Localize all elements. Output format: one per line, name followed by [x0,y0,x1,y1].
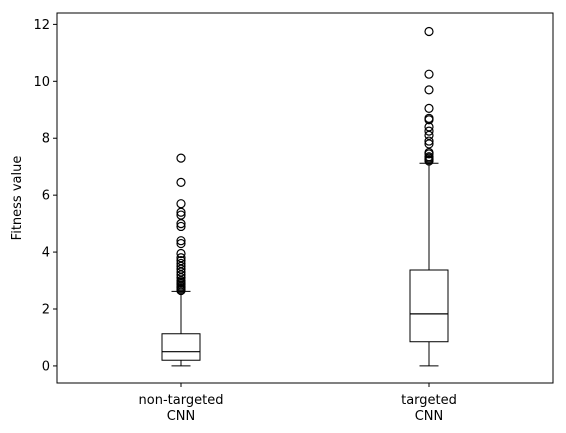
y-axis-title: Fitness value [10,156,25,241]
outlier-point [176,199,186,209]
iqr-box [409,269,449,343]
y-tick-label: 2 [42,303,50,318]
box-1 [161,153,201,367]
y-tick-label: 0 [42,359,50,374]
y-axis: 0 2 4 6 8 10 12 [33,18,57,374]
outlier-point [176,238,186,249]
outlier-point [424,103,434,113]
outlier-point [176,258,186,269]
outlier-point [424,26,434,37]
outlier-point [424,69,434,79]
outlier-point [424,136,434,146]
iqr-box [161,333,201,361]
outlier-point [176,210,186,220]
x-tick-label: CNN [415,409,444,424]
x-tick-label: non-targeted [139,393,224,408]
y-tick-label: 8 [42,132,50,147]
outlier-point [176,256,186,266]
outlier-point [424,126,434,136]
outlier-point [176,177,186,187]
y-tick-label: 6 [42,189,50,204]
plot-area [56,12,554,384]
outlier-point [176,221,186,232]
x-tick-label: CNN [167,409,196,424]
outlier-point [176,153,186,163]
y-tick-label: 10 [33,75,50,90]
outlier-point [424,85,434,95]
box-2 [409,26,449,367]
outlier-point [176,253,186,263]
boxes [161,26,449,367]
outlier-point [424,152,434,162]
y-tick-label: 4 [42,246,50,261]
outlier-point [176,248,186,259]
outlier-point [424,113,434,123]
y-tick-label: 12 [33,18,50,33]
x-tick-label: targeted [401,393,457,408]
outlier-point [176,236,186,246]
